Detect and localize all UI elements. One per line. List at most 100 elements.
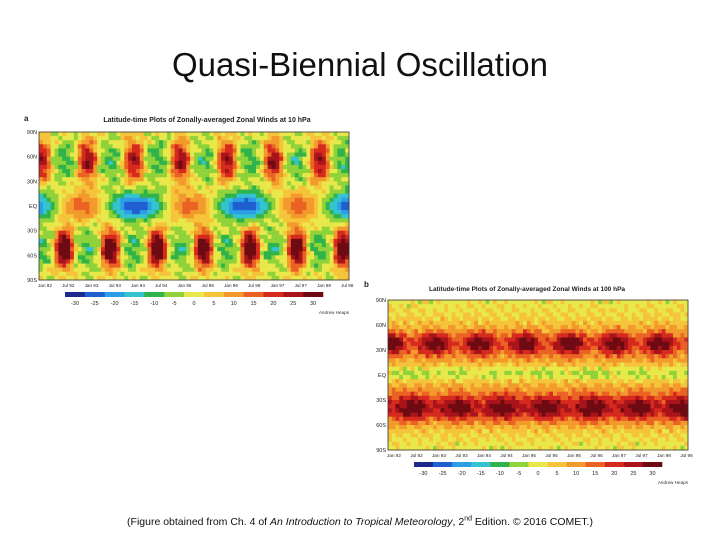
heatmap-cell xyxy=(209,201,214,207)
heatmap-cell xyxy=(511,387,516,393)
heatmap-cell xyxy=(329,234,334,240)
heatmap-cell xyxy=(279,259,284,264)
heatmap-cell xyxy=(252,275,257,281)
heatmap-cell xyxy=(166,173,172,178)
heatmap-cell xyxy=(73,243,79,248)
heatmap-cell xyxy=(205,271,210,277)
heatmap-cell xyxy=(594,333,599,338)
heatmap-cell xyxy=(314,210,319,215)
heatmap-cell xyxy=(166,214,172,219)
heatmap-cell xyxy=(470,404,475,409)
heatmap-cell xyxy=(680,395,685,401)
heatmap-cell xyxy=(244,140,249,145)
heatmap-cell xyxy=(466,354,471,359)
heatmap-cell xyxy=(236,263,241,269)
heatmap-cell xyxy=(534,316,539,322)
heatmap-cell xyxy=(120,197,125,203)
heatmap-cell xyxy=(93,169,98,174)
heatmap-cell xyxy=(403,325,408,330)
heatmap-cell xyxy=(236,185,241,190)
heatmap-cell xyxy=(108,247,114,252)
heatmap-cell xyxy=(279,222,284,227)
heatmap-cell xyxy=(534,337,539,343)
heatmap-cell xyxy=(201,251,207,256)
heatmap-cell xyxy=(594,350,599,355)
heatmap-cell xyxy=(549,325,554,330)
heatmap-cell xyxy=(302,275,307,281)
heatmap-cell xyxy=(526,404,531,409)
heatmap-cell xyxy=(302,197,307,203)
heatmap-cell xyxy=(267,267,272,273)
heatmap-cell xyxy=(186,185,191,190)
heatmap-cell xyxy=(217,218,222,223)
heatmap-cell xyxy=(209,259,214,264)
heatmap-cell xyxy=(248,259,253,264)
heatmap-cell xyxy=(54,164,59,170)
heatmap-cell xyxy=(225,255,230,260)
heatmap-cell xyxy=(333,230,338,236)
heatmap-cell xyxy=(190,218,195,223)
heatmap-cell xyxy=(643,337,648,343)
heatmap-cell xyxy=(124,243,129,248)
heatmap-cell xyxy=(163,234,168,240)
heatmap-cell xyxy=(590,325,595,330)
heatmap-cell xyxy=(163,222,168,227)
heatmap-cell xyxy=(635,300,640,305)
heatmap-cell xyxy=(283,160,288,166)
heatmap-cell xyxy=(601,350,606,355)
heatmap-cell xyxy=(538,387,543,393)
heatmap-cell xyxy=(329,197,334,203)
heatmap-cell xyxy=(143,189,148,195)
heatmap-cell xyxy=(541,333,546,338)
heatmap-cell xyxy=(81,185,86,190)
heatmap-cell xyxy=(232,152,238,158)
heatmap-cell xyxy=(329,144,334,149)
heatmap-cell xyxy=(201,185,207,190)
heatmap-cell xyxy=(112,226,117,232)
heatmap-cell xyxy=(433,333,438,338)
heatmap-cell xyxy=(302,206,307,211)
heatmap-cell xyxy=(186,275,191,281)
heatmap-cell xyxy=(631,333,636,338)
heatmap-cell xyxy=(466,400,471,405)
chart-panel-b: b Latitude-time Plots of Zonally-averaged… xyxy=(362,278,698,496)
heatmap-cell xyxy=(186,206,191,211)
heatmap-cell xyxy=(302,251,307,256)
heatmap-cell xyxy=(294,210,300,215)
heatmap-cell xyxy=(680,345,685,351)
heatmap-cell xyxy=(213,144,218,149)
heatmap-cell xyxy=(252,189,257,195)
heatmap-cell xyxy=(639,366,644,372)
heatmap-cell xyxy=(116,206,121,211)
heatmap-cell xyxy=(481,400,486,405)
heatmap-cell xyxy=(147,243,152,248)
heatmap-cell xyxy=(298,181,303,186)
heatmap-cell xyxy=(586,345,591,351)
heatmap-cell xyxy=(287,218,292,223)
heatmap-cell xyxy=(77,226,83,232)
heatmap-cell xyxy=(252,136,257,141)
heatmap-cell xyxy=(182,189,187,195)
heatmap-cell xyxy=(341,197,346,203)
heatmap-cell xyxy=(174,206,179,211)
heatmap-cell xyxy=(159,185,164,190)
heatmap-cell xyxy=(132,230,137,236)
heatmap-cell xyxy=(306,263,311,269)
heatmap-cell xyxy=(259,152,265,158)
heatmap-cell xyxy=(205,160,210,166)
heatmap-cell xyxy=(228,197,234,203)
heatmap-cell xyxy=(673,400,678,405)
heatmap-cell xyxy=(541,370,546,376)
heatmap-cell xyxy=(669,333,674,338)
heatmap-cell xyxy=(519,350,524,355)
heatmap-cell xyxy=(508,391,513,397)
heatmap-cell xyxy=(186,160,191,166)
heatmap-cell xyxy=(252,177,257,182)
heatmap-cell xyxy=(448,316,453,322)
heatmap-cell xyxy=(605,304,610,309)
heatmap-cell xyxy=(605,350,610,355)
heatmap-cell xyxy=(209,193,214,199)
heatmap-cell xyxy=(325,267,331,273)
panel-label: b xyxy=(364,280,369,289)
heatmap-cell xyxy=(650,304,655,309)
